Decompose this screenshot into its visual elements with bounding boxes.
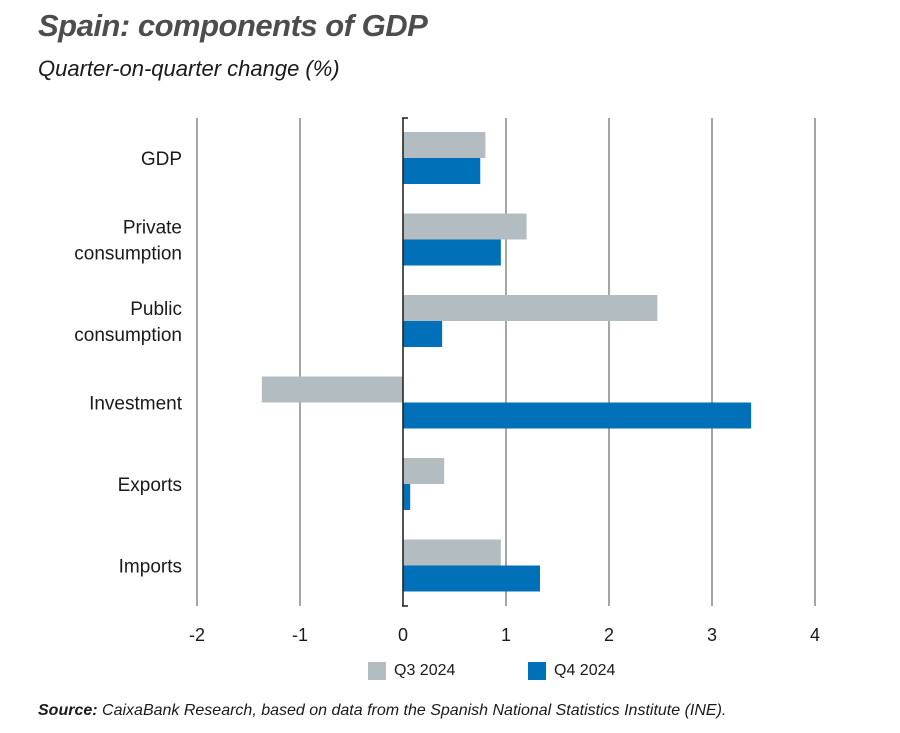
bar-q3 bbox=[403, 539, 501, 566]
category-label: consumption bbox=[74, 244, 182, 265]
x-tick-label: 4 bbox=[810, 625, 820, 645]
bar-q3 bbox=[403, 132, 486, 158]
category-label: GDP bbox=[141, 149, 182, 170]
bar-q4 bbox=[403, 321, 443, 347]
x-tick-label: -1 bbox=[292, 625, 308, 645]
category-label: Exports bbox=[118, 475, 182, 496]
source-text: CaixaBank Research, based on data from t… bbox=[102, 702, 727, 719]
bar-q4 bbox=[403, 158, 481, 184]
category-label: Private bbox=[123, 218, 182, 239]
x-tick-label: 1 bbox=[501, 625, 511, 645]
bar-q3 bbox=[403, 213, 527, 240]
category-label: Public bbox=[130, 299, 182, 320]
legend-swatch-q4 bbox=[528, 662, 546, 680]
category-label: consumption bbox=[74, 325, 182, 346]
legend-label-q4: Q4 2024 bbox=[554, 662, 616, 679]
x-tick-label: 0 bbox=[398, 625, 408, 645]
x-tick-label: 3 bbox=[707, 625, 717, 645]
bar-q4 bbox=[403, 402, 752, 429]
bar-q4 bbox=[403, 484, 411, 510]
bar-q3 bbox=[403, 458, 445, 484]
legend-item-q3: Q3 2024 bbox=[368, 662, 455, 680]
legend-item-q4: Q4 2024 bbox=[528, 662, 615, 680]
legend: Q3 2024 Q4 2024 bbox=[0, 662, 900, 686]
category-label: Imports bbox=[119, 557, 182, 578]
bar-q3 bbox=[261, 376, 403, 403]
x-tick-label: -2 bbox=[189, 625, 205, 645]
source-note: Source: CaixaBank Research, based on dat… bbox=[38, 702, 726, 720]
bar-q3 bbox=[403, 295, 658, 321]
category-label: Investment bbox=[89, 394, 183, 415]
chart-title: Spain: components of GDP bbox=[38, 8, 428, 43]
bar-q4 bbox=[403, 565, 540, 592]
source-label: Source: bbox=[38, 702, 98, 719]
chart-subtitle: Quarter-on-quarter change (%) bbox=[38, 56, 340, 81]
x-tick-label: 2 bbox=[604, 625, 614, 645]
legend-swatch-q3 bbox=[368, 662, 386, 680]
bar-q4 bbox=[403, 239, 501, 266]
legend-label-q3: Q3 2024 bbox=[394, 662, 456, 679]
